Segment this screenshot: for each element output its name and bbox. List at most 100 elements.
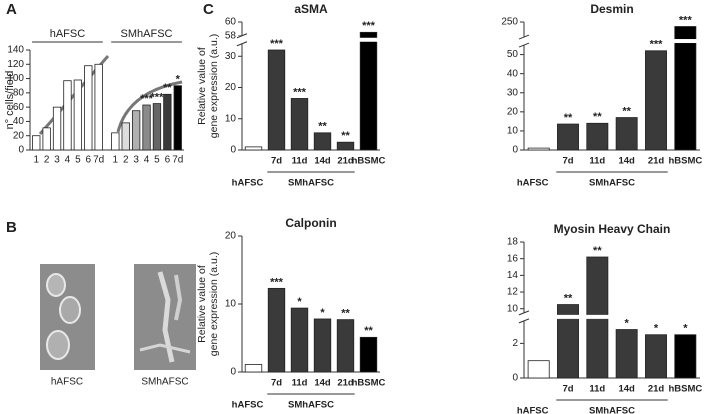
group-label: SMhAFSC — [288, 400, 334, 411]
group-label: SMhAFSC — [589, 406, 635, 414]
y-tick-label: 30 — [507, 87, 519, 98]
x-tick-label: 11d — [292, 378, 308, 389]
group-label: SMhAFSC — [121, 28, 173, 40]
bar — [32, 135, 41, 151]
bar — [244, 364, 263, 373]
x-tick-label: hBSMC — [352, 378, 386, 389]
x-tick-label: 2 — [123, 155, 129, 166]
bar — [359, 336, 378, 373]
bar — [73, 79, 83, 151]
x-tick-label: 7d — [271, 378, 282, 389]
y-tick-label: 10 — [225, 299, 237, 310]
significance-label: *** — [650, 39, 664, 51]
y-tick-label: 12 — [507, 287, 519, 298]
significance-label: * — [625, 317, 630, 329]
x-tick-label: 21d — [648, 156, 665, 167]
bar-break — [673, 39, 697, 44]
bar — [615, 329, 638, 379]
y-tick-label: 60 — [13, 102, 25, 113]
bar — [527, 360, 550, 379]
group-label: hAFSC — [50, 28, 86, 40]
y-tick-label: 20 — [225, 231, 237, 242]
bar — [557, 304, 579, 379]
x-tick-label: 3 — [133, 155, 139, 166]
x-tick-label: 4 — [65, 155, 71, 166]
significance-label: * — [297, 296, 302, 308]
axis-break — [518, 318, 530, 324]
chart-title: aSMA — [294, 2, 328, 16]
y-axis-title: n° cells/field — [4, 71, 16, 130]
significance-label: * — [654, 323, 659, 335]
y-tick-label: 120 — [7, 59, 24, 70]
trend-line — [116, 80, 183, 133]
bar — [163, 93, 172, 151]
x-tick-label: 3 — [54, 155, 60, 166]
x-tick-label: 2 — [44, 155, 50, 166]
micrograph — [134, 264, 196, 370]
y-tick-label: 0 — [230, 145, 236, 156]
y-axis-title: Relative value of — [196, 47, 208, 125]
bar — [121, 122, 130, 151]
y-tick-label: 40 — [507, 68, 519, 79]
bar-break — [585, 314, 609, 319]
y-tick-label: 100 — [7, 73, 24, 84]
panel-label: C — [203, 1, 214, 18]
significance-label: ** — [341, 308, 350, 320]
y-tick-label: 250 — [501, 17, 518, 28]
bar — [674, 334, 697, 379]
x-tick-label: 14d — [314, 378, 331, 389]
y-tick-label: 2 — [512, 338, 518, 349]
y-tick-label: 140 — [7, 45, 24, 56]
significance-label: * — [320, 307, 325, 319]
axis-break — [236, 33, 248, 39]
bar-break — [556, 314, 580, 319]
chart-title: Myosin Heavy Chain — [554, 222, 671, 236]
significance-label: * — [176, 74, 181, 86]
bar — [131, 110, 141, 151]
y-tick-label: 58 — [225, 30, 237, 41]
axis-break — [236, 41, 248, 47]
y-tick-label: 0 — [230, 367, 236, 378]
significance-label: ** — [341, 130, 350, 142]
axis-break — [236, 35, 248, 44]
y-tick-label: 16 — [507, 253, 519, 264]
x-tick-label: 21d — [337, 378, 354, 389]
x-tick-label: 14d — [618, 384, 635, 395]
x-tick-label: 7d — [172, 155, 183, 166]
y-tick-label: 18 — [507, 237, 519, 248]
bar — [52, 106, 62, 151]
significance-label: *** — [293, 86, 307, 98]
x-tick-label: 21d — [648, 384, 665, 395]
axis-break — [518, 37, 530, 46]
y-tick-label: 10 — [225, 113, 237, 124]
bar — [336, 141, 355, 151]
y-tick-label: 10 — [507, 303, 519, 314]
x-tick-label: hBSMC — [668, 156, 702, 167]
significance-label: *** — [679, 14, 693, 26]
significance-label: *** — [140, 93, 154, 105]
bar — [152, 103, 162, 151]
x-tick-label: 14d — [618, 156, 635, 167]
significance-label: * — [683, 323, 688, 335]
bar — [557, 123, 579, 151]
bar — [290, 98, 309, 151]
significance-label: ** — [163, 82, 172, 94]
bar — [359, 31, 378, 151]
bar — [290, 307, 309, 373]
x-tick-label: hAFSC — [232, 178, 264, 189]
x-tick-label: 4 — [144, 155, 150, 166]
panel-label: A — [6, 1, 17, 18]
axis-break — [518, 312, 530, 321]
x-tick-label: 7d — [93, 155, 104, 166]
x-tick-label: hAFSC — [517, 178, 549, 189]
y-tick-label: 50 — [507, 49, 519, 60]
group-label: SMhAFSC — [589, 178, 635, 189]
significance-label: ** — [593, 111, 602, 123]
bar — [527, 147, 550, 151]
x-tick-label: 7d — [271, 156, 282, 167]
significance-label: ** — [622, 105, 631, 117]
y-axis-title: gene expression (a.u.) — [208, 34, 220, 138]
y-axis-title: Relative value of — [196, 265, 208, 343]
bar — [336, 319, 355, 373]
x-tick-label: 11d — [292, 156, 308, 167]
